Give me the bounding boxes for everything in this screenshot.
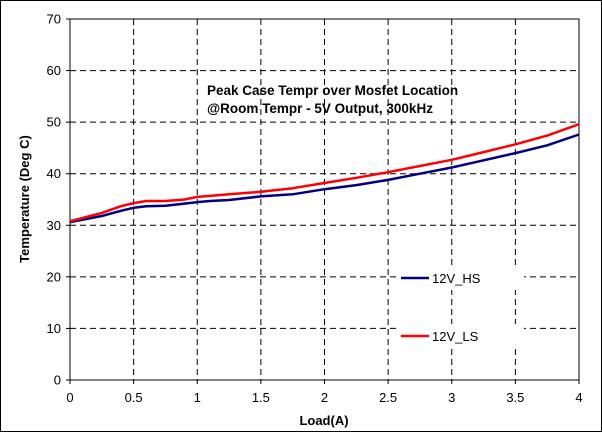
x-tick-label: 1.5 bbox=[252, 390, 270, 405]
legend-label: 12V_HS bbox=[432, 271, 481, 286]
y-tick-label: 70 bbox=[47, 12, 61, 27]
x-tick-label: 2 bbox=[321, 390, 328, 405]
legend-label: 12V_LS bbox=[432, 329, 479, 344]
x-tick-label: 0.5 bbox=[125, 390, 143, 405]
grid-lines bbox=[70, 19, 579, 380]
x-axis-title: Load(A) bbox=[299, 413, 348, 428]
chart-title-line-2: @Room Tempr - 5V Output, 300kHz bbox=[207, 101, 433, 116]
y-tick-label: 40 bbox=[47, 166, 61, 181]
x-tick-label: 2.5 bbox=[379, 390, 397, 405]
series-line-12v-hs bbox=[69, 133, 580, 224]
x-tick-label: 0 bbox=[66, 390, 73, 405]
y-tick-label: 60 bbox=[47, 63, 61, 78]
chart-title-line-1: Peak Case Tempr over Mosfet Location bbox=[207, 83, 458, 98]
series-lines bbox=[69, 123, 580, 224]
series-line-12v-ls bbox=[69, 123, 580, 223]
y-tick-label: 0 bbox=[54, 373, 61, 388]
legend: 12V_HS 12V_LS bbox=[396, 266, 524, 348]
chart-title: Peak Case Tempr over Mosfet Location @Ro… bbox=[207, 83, 458, 116]
x-tick-label: 4 bbox=[575, 390, 582, 405]
y-tick-label: 50 bbox=[47, 115, 61, 130]
y-axis-title: Temperature (Deg C) bbox=[17, 135, 32, 263]
y-tick-label: 20 bbox=[47, 269, 61, 284]
axis-ticks: 0 10 20 30 40 50 60 70 0 0.5 1 1.5 2 2.5 3 3.5 4 bbox=[47, 12, 583, 406]
y-tick-label: 10 bbox=[47, 321, 61, 336]
y-tick-label: 30 bbox=[47, 218, 61, 233]
x-tick-label: 1 bbox=[194, 390, 201, 405]
x-tick-label: 3 bbox=[448, 390, 455, 405]
x-tick-label: 3.5 bbox=[506, 390, 524, 405]
